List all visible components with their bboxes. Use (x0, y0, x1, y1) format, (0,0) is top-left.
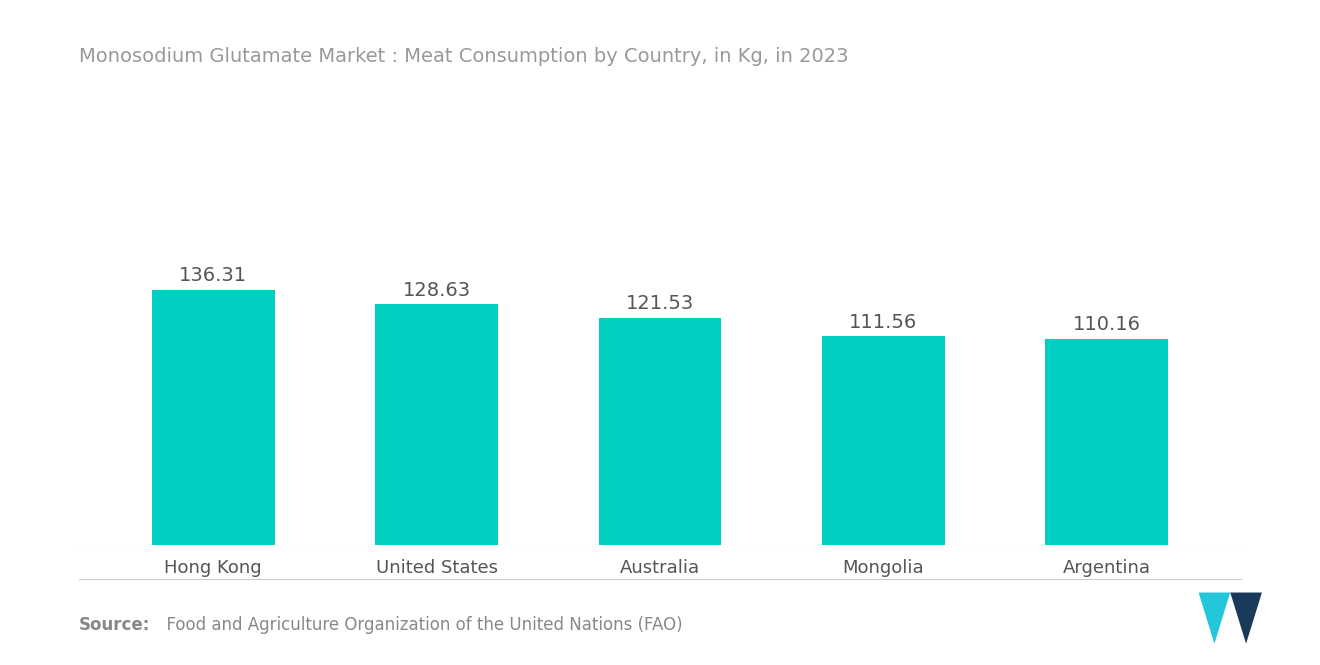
Bar (822, 336, 945, 545)
Bar (375, 304, 498, 545)
Text: 111.56: 111.56 (849, 313, 917, 332)
Text: Food and Agriculture Organization of the United Nations (FAO): Food and Agriculture Organization of the… (156, 616, 682, 634)
Text: Source:: Source: (79, 616, 150, 634)
Text: 121.53: 121.53 (626, 294, 694, 313)
Bar (1045, 339, 1168, 545)
Polygon shape (1230, 593, 1262, 644)
Polygon shape (1199, 593, 1230, 644)
Text: 128.63: 128.63 (403, 281, 471, 299)
Text: 136.31: 136.31 (180, 266, 247, 285)
Bar (152, 290, 275, 545)
Bar (598, 318, 722, 545)
Text: 110.16: 110.16 (1073, 315, 1140, 334)
Text: Monosodium Glutamate Market : Meat Consumption by Country, in Kg, in 2023: Monosodium Glutamate Market : Meat Consu… (79, 47, 849, 66)
